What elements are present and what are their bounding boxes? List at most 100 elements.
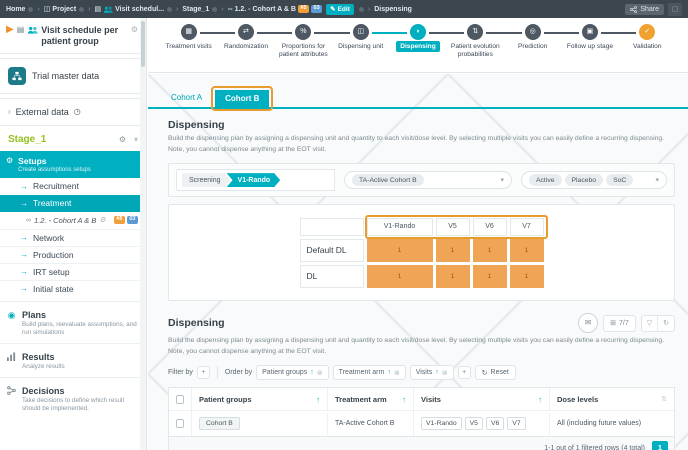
- clock-icon: ◷: [73, 107, 81, 117]
- sidebar-item-treatment[interactable]: → Treatment: [0, 194, 146, 212]
- sidebar-item-cohort[interactable]: ∞ 1.2. - Cohort A & B ⚙ #5 03: [0, 212, 146, 229]
- main-area: ▦ Treatment visits ⇄ Randomization % Pro…: [148, 18, 688, 450]
- breadcrumb-stage[interactable]: Stage_1: [182, 6, 218, 13]
- sort-icon[interactable]: ⇅: [661, 396, 667, 404]
- visit-chip-v1-rando[interactable]: V1-Rando: [227, 173, 281, 187]
- bookmark-button[interactable]: ▢: [668, 2, 682, 16]
- wizard-stepper: ▦ Treatment visits ⇄ Randomization % Pro…: [148, 18, 688, 73]
- gear-icon[interactable]: ⚙: [130, 25, 138, 34]
- refresh-button[interactable]: ↻: [657, 315, 674, 331]
- sidebar-title: Visit schedule per patient group: [41, 25, 119, 46]
- quantity-cell[interactable]: 1: [509, 264, 544, 288]
- sort-asc-icon[interactable]: ↑: [402, 394, 406, 404]
- step-proportions[interactable]: % Proportions for patient attributes: [275, 24, 351, 72]
- step-validation[interactable]: ✓ Validation: [619, 24, 676, 72]
- add-filter-button[interactable]: +: [196, 366, 210, 380]
- sidebar-item-production[interactable]: → Production: [0, 245, 146, 263]
- step-prediction[interactable]: ◎ Prediction: [504, 24, 580, 72]
- order-chip-patient-groups[interactable]: Patient groups ↑ ⊗: [256, 365, 329, 381]
- remove-icon[interactable]: ⊗: [393, 369, 400, 377]
- matrix-row-label: DL: [299, 264, 364, 288]
- breadcrumb-project[interactable]: ◫ Project: [44, 5, 85, 13]
- sidebar-item-external-data[interactable]: › External data ◷: [0, 97, 146, 126]
- tab-cohort-b[interactable]: Cohort B: [215, 90, 270, 107]
- select-all-checkbox[interactable]: [176, 394, 184, 404]
- quantity-cell[interactable]: 1: [472, 264, 507, 288]
- remove-icon[interactable]: ⊗: [441, 369, 448, 377]
- add-order-button[interactable]: +: [457, 366, 471, 380]
- sidebar-item-setups[interactable]: ⚙ Setups Create assumptions setups: [0, 150, 146, 178]
- quantity-cell[interactable]: 1: [366, 238, 433, 262]
- order-chip-visits[interactable]: Visits ↑ ⊗: [409, 365, 454, 381]
- treatment-arm-select[interactable]: TA-Active Cohort B ▾: [344, 171, 512, 190]
- message-button[interactable]: ✉: [578, 313, 599, 334]
- sidebar-item-network[interactable]: → Network: [0, 228, 146, 246]
- quantity-cell[interactable]: 1: [509, 238, 544, 262]
- box-icon: ◫: [352, 24, 369, 40]
- breadcrumb-cohort[interactable]: ∞ 1.2. - Cohort A & B #5 03: [228, 5, 323, 13]
- visit-chip-screening[interactable]: Screening: [182, 173, 231, 187]
- page-button[interactable]: 1: [652, 441, 668, 450]
- arrow-right-icon: →: [20, 267, 28, 277]
- content-area: Cohort A Cohort B Dispensing Build the d…: [148, 74, 688, 450]
- breadcrumb-home[interactable]: Home: [6, 6, 34, 13]
- sidebar-stage-header[interactable]: Stage_1 ⚙ ▾: [0, 126, 146, 151]
- step-randomization[interactable]: ⇄ Randomization: [217, 24, 293, 72]
- scrollbar-thumb[interactable]: [141, 21, 145, 67]
- envelope-icon: ✉: [584, 318, 592, 328]
- share-button[interactable]: Share: [625, 3, 664, 15]
- edit-mode-badge[interactable]: ✎ Edit: [326, 3, 354, 15]
- sidebar-item-trial-master-data[interactable]: Trial master data: [0, 57, 146, 94]
- sidebar-item-initial-state[interactable]: → Initial state: [0, 279, 146, 297]
- gear-icon[interactable]: ⚙: [118, 134, 126, 144]
- quantity-cell[interactable]: 1: [366, 264, 433, 288]
- tab-cohort-a[interactable]: Cohort A: [171, 93, 203, 102]
- sidebar-scrollbar[interactable]: [140, 18, 146, 450]
- dispensing-table: Patient groups ↑ Treatment arm ↑ Visits …: [168, 387, 675, 450]
- step-dispensing-unit[interactable]: ◫ Dispensing unit: [332, 24, 408, 72]
- gear-icon[interactable]: ⚙: [99, 217, 106, 225]
- step-dispensing[interactable]: ◗ Dispensing: [389, 24, 465, 72]
- step-treatment-visits[interactable]: ▦ Treatment visits: [160, 24, 236, 72]
- sort-asc-icon[interactable]: ↑: [435, 369, 439, 377]
- link-icon: ∞: [227, 5, 233, 13]
- row-checkbox[interactable]: [176, 419, 184, 429]
- quantity-cell[interactable]: 1: [435, 238, 470, 262]
- sidebar-item-irt-setup[interactable]: → IRT setup: [0, 262, 146, 280]
- step-patient-evolution[interactable]: ⇅ Patient evolution probabilities: [447, 24, 523, 72]
- funnel-icon: ▽: [646, 320, 653, 328]
- column-header-visits[interactable]: Visits ↑: [413, 388, 549, 411]
- dispensing-matrix-panel: V1-Rando V5 V6 V7 Default DL 1 1 1 1: [168, 204, 675, 302]
- remove-icon[interactable]: ⊗: [316, 369, 323, 377]
- document-icon: ▤: [94, 6, 102, 13]
- quantity-cell[interactable]: 1: [435, 264, 470, 288]
- columns-button[interactable]: ⊞ 7/7: [603, 314, 636, 332]
- arrow-right-icon: →: [20, 250, 28, 260]
- refresh-icon: ↻: [663, 320, 669, 328]
- column-header-treatment-arm[interactable]: Treatment arm ↑: [327, 388, 413, 411]
- quantity-cell[interactable]: 1: [472, 238, 507, 262]
- status-dot-icon: [212, 6, 218, 12]
- chevron-down-icon[interactable]: ▾: [133, 134, 138, 144]
- reset-button[interactable]: ↻ Reset: [474, 365, 516, 381]
- sidebar-item-decisions[interactable]: Decisions Take decisions to define which…: [0, 377, 146, 415]
- people-icon: [103, 6, 113, 13]
- column-header-patient-groups[interactable]: Patient groups ↑: [191, 388, 327, 411]
- sidebar-header[interactable]: ▶ ▤ Visit schedule per patient group ⚙: [0, 18, 146, 54]
- sort-asc-icon[interactable]: ↑: [310, 369, 314, 377]
- sidebar-item-results[interactable]: Results Analyze results: [0, 342, 146, 373]
- order-chip-treatment-arm[interactable]: Treatment arm ↑ ⊗: [332, 365, 406, 381]
- step-follow-up[interactable]: ▣ Follow up stage: [561, 24, 637, 72]
- sort-asc-icon[interactable]: ↑: [316, 394, 320, 404]
- pin-button[interactable]: ▽: [642, 316, 657, 331]
- sort-asc-icon[interactable]: ↑: [538, 394, 542, 404]
- org-chart-icon: [8, 66, 26, 85]
- dose-level-select[interactable]: Active Placebo SoC ▾: [521, 171, 667, 190]
- column-header-dose-levels[interactable]: Dose levels ⇅: [549, 388, 674, 411]
- reset-icon: ↻: [481, 369, 488, 377]
- sidebar-item-plans[interactable]: ◉ Plans Build plans, reevaluate assumpti…: [0, 300, 146, 339]
- sidebar-item-recruitment[interactable]: → Recruitment: [20, 181, 79, 192]
- breadcrumb-visit-schedule[interactable]: ▤ Visit schedul...: [95, 5, 173, 13]
- table-row[interactable]: Cohort B TA-Active Cohort B V1-Rando V5 …: [169, 410, 674, 437]
- sort-asc-icon[interactable]: ↑: [387, 369, 391, 377]
